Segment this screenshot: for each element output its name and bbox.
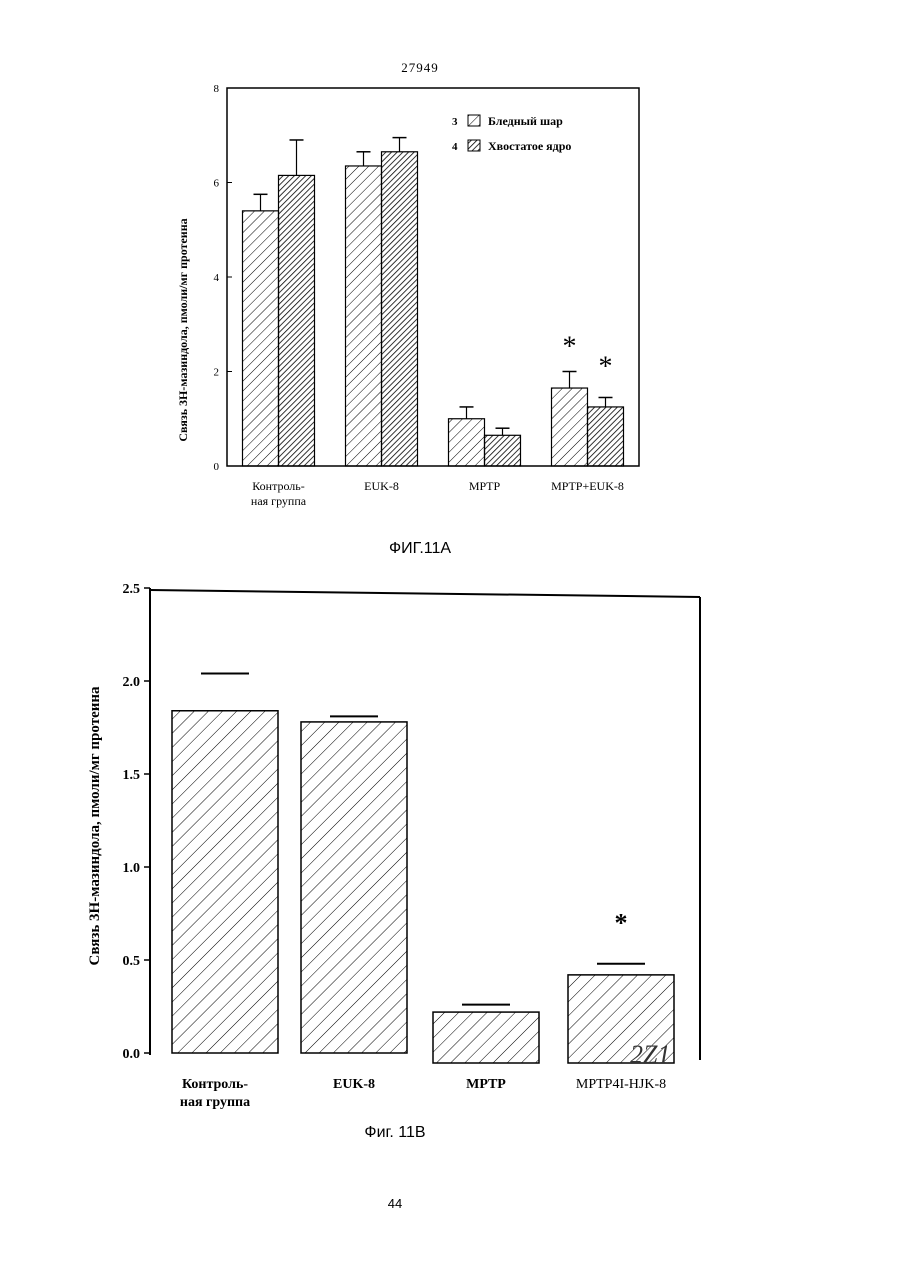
chart-a-bars: ** xyxy=(243,138,624,466)
figure-caption-b: Фиг. 11В xyxy=(0,1124,790,1142)
chart-b-x-tick-label: ная группа xyxy=(180,1095,250,1110)
chart-a-bar xyxy=(552,388,588,466)
chart-a-y-tick-label: 0 xyxy=(214,461,220,473)
chart-b-y-axis: 0.0 0.5 1.0 1.5 2.0 2.5 xyxy=(123,582,151,1062)
chart-b-top-border xyxy=(150,590,700,597)
chart-b-x-tick-label: MPTP xyxy=(466,1077,506,1092)
chart-a-y-tick-label: 8 xyxy=(214,83,220,95)
page-number: 44 xyxy=(0,1196,790,1211)
chart-a-x-tick-label: MPTP+EUK-8 xyxy=(551,479,624,493)
chart-a-significance-marker: * xyxy=(563,332,577,363)
chart-b-y-tick-label: 2.5 xyxy=(123,582,141,597)
chart-b-x-tick-label: Контроль- xyxy=(182,1077,248,1092)
chart-a-y-tick-label: 6 xyxy=(214,178,220,190)
legend-label-2: Хвостатое ядро xyxy=(488,139,571,153)
chart-a-legend: 3 Бледный шар 4 Хвостатое ядро xyxy=(452,114,571,153)
legend-number-1: 3 xyxy=(452,116,458,128)
legend-swatch-2 xyxy=(468,140,480,151)
chart-a-significance-marker: * xyxy=(599,351,613,382)
chart-a-bar xyxy=(243,211,279,466)
chart-a-y-axis-label: Связь 3Н-мазиндола, пмоли/мг протеина xyxy=(176,218,190,441)
chart-b-x-tick-label: MPTP4I-HJK-8 xyxy=(576,1077,666,1092)
chart-a-x-tick-label: MPTP xyxy=(469,479,501,493)
chart-a-bar xyxy=(346,166,382,466)
chart-a-x-tick-label: ная группа xyxy=(251,494,307,508)
chart-b-y-axis-label: Связь 3Н-мазиндола, пмоли/мг протеина xyxy=(87,686,103,966)
chart-a-bar xyxy=(382,152,418,466)
chart-b-y-tick-label: 0.0 xyxy=(123,1047,141,1062)
chart-a-y-axis: 0 2 4 6 8 xyxy=(214,83,233,473)
chart-a: 02468 ** Контроль-ная группаEUK-8MPTPMPT… xyxy=(176,83,639,508)
legend-number-2: 4 xyxy=(452,141,458,153)
chart-b: 0.0 0.5 1.0 1.5 2.0 2.5 * Контроль-ная группа… xyxy=(87,582,700,1110)
figure-caption-a: ФИГ.11А xyxy=(0,540,840,558)
chart-b-y-tick-label: 1.0 xyxy=(123,861,141,876)
chart-a-y-tick-label: 2 xyxy=(214,367,220,379)
legend-label-1: Бледный шар xyxy=(488,114,563,128)
chart-b-x-tick-label: EUK-8 xyxy=(333,1077,375,1092)
chart-a-x-tick-label: EUK-8 xyxy=(364,479,399,493)
chart-b-bar xyxy=(433,1012,539,1063)
chart-b-bars: * xyxy=(172,674,674,1063)
chart-b-bar xyxy=(172,711,278,1053)
chart-a-bar xyxy=(449,419,485,466)
chart-a-y-tick-label: 4 xyxy=(214,272,220,284)
chart-b-y-tick-label: 0.5 xyxy=(123,954,141,969)
chart-b-bar xyxy=(301,722,407,1053)
chart-b-y-tick-label: 2.0 xyxy=(123,675,141,690)
chart-b-y-tick-label: 1.5 xyxy=(123,768,141,783)
chart-a-bar xyxy=(588,407,624,466)
chart-a-bar xyxy=(279,175,315,466)
chart-b-x-axis: Контроль-ная группа EUK-8 MPTP MPTP4I-HJK-8 xyxy=(180,1077,666,1110)
chart-a-x-tick-label: Контроль- xyxy=(252,479,305,493)
chart-a-bar xyxy=(485,435,521,466)
chart-a-x-axis: Контроль-ная группа EUK-8 MPTP MPTP+EUK-8 xyxy=(251,479,624,508)
chart-b-significance-marker: * xyxy=(615,909,628,938)
legend-swatch-1 xyxy=(468,115,480,126)
stamp-mark: 2Z1 xyxy=(630,1040,670,1070)
